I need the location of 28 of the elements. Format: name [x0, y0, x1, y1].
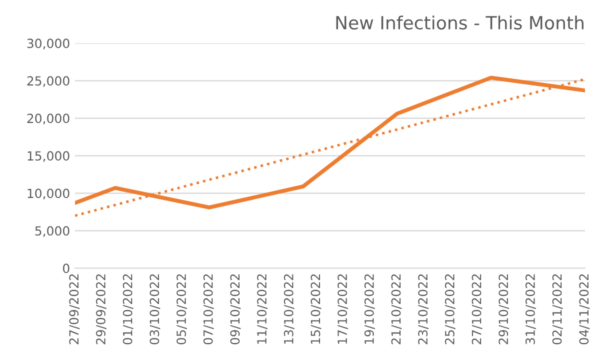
x-tick-label: 11/10/2022 — [257, 274, 268, 344]
y-tick-label: 10,000 — [28, 188, 70, 200]
x-tick-label: 21/10/2022 — [391, 274, 402, 344]
x-tick-label: 01/10/2022 — [122, 274, 134, 344]
x-tick-label: 29/09/2022 — [96, 274, 106, 344]
y-tick-label: 25,000 — [27, 76, 70, 87]
x-tick-label: 02/11/2022 — [552, 274, 563, 344]
chart-title: New Infections - This Month — [336, 16, 584, 30]
x-tick-label: 31/10/2022 — [525, 274, 536, 344]
y-tick-label: 30,000 — [27, 38, 70, 50]
x-tick-label: 03/10/2022 — [150, 274, 160, 344]
x-tick-label: 05/10/2022 — [176, 274, 187, 344]
x-tick-label: 27/09/2022 — [69, 274, 80, 344]
x-tick-label: 25/10/2022 — [444, 274, 456, 344]
x-tick-label: 09/10/2022 — [230, 274, 241, 344]
x-tick-label: 04/11/2022 — [579, 274, 590, 344]
y-tick-label: 0 — [63, 264, 70, 274]
y-tick-label: 15,000 — [28, 151, 70, 162]
x-tick-label: 19/10/2022 — [364, 274, 375, 344]
x-tick-label: 29/10/2022 — [498, 274, 510, 344]
x-tick-label: 07/10/2022 — [203, 274, 214, 344]
x-tick-label: 27/10/2022 — [472, 274, 482, 344]
x-tick-label: 23/10/2022 — [418, 274, 429, 344]
x-tick-label: 17/10/2022 — [338, 274, 348, 344]
y-tick-label: 20,000 — [27, 114, 70, 124]
x-tick-label: 15/10/2022 — [310, 274, 322, 344]
y-tick-label: 5,000 — [35, 226, 70, 237]
x-tick-label: 13/10/2022 — [284, 274, 294, 344]
